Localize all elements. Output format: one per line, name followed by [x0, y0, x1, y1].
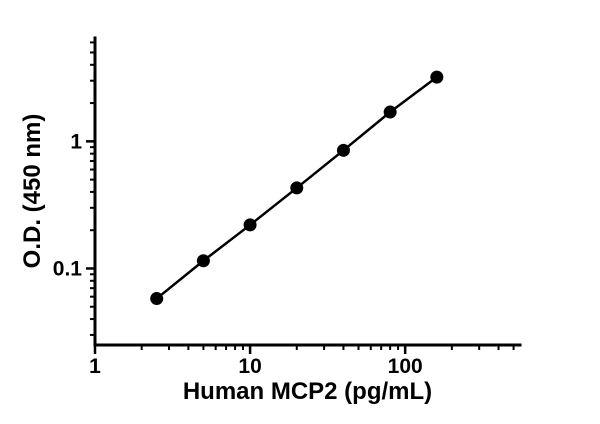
- y-tick-label: 0.1: [53, 257, 83, 280]
- y-axis-label: O.D. (450 nm): [19, 113, 46, 269]
- x-tick-label: 1: [89, 355, 101, 378]
- data-point: [196, 254, 210, 268]
- x-axis-label: Human MCP2 (pg/mL): [182, 378, 433, 405]
- x-tick-label: 10: [238, 355, 261, 378]
- data-point: [336, 143, 350, 157]
- x-tick-label: 100: [388, 355, 423, 378]
- data-point: [290, 181, 304, 195]
- data-point: [150, 292, 164, 306]
- x-axis-ticks: 1 10 100: [89, 345, 515, 378]
- data-point: [430, 70, 444, 84]
- data-point: [243, 218, 257, 232]
- data-point: [383, 105, 397, 119]
- y-tick-label: 1: [70, 130, 82, 153]
- y-axis-ticks: 0.11: [53, 41, 95, 336]
